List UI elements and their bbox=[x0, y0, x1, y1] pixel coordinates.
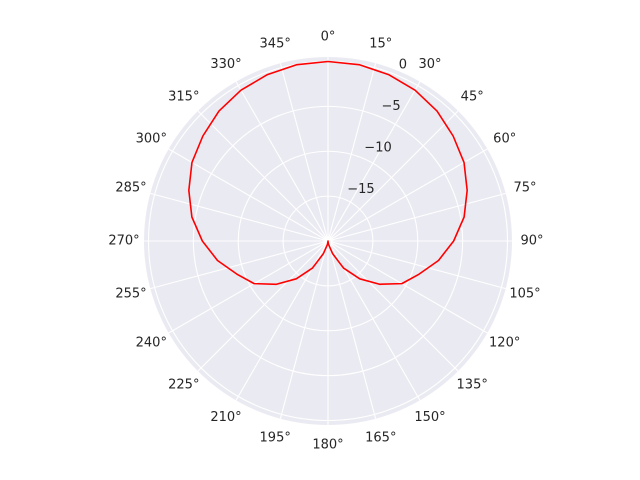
angle-tick-label: 240° bbox=[136, 336, 167, 351]
angle-tick-label: 0° bbox=[321, 30, 336, 45]
angle-tick-label: 225° bbox=[168, 378, 199, 393]
angle-tick-label: 345° bbox=[260, 37, 291, 52]
angle-tick-label: 60° bbox=[493, 132, 516, 147]
angle-tick-label: 30° bbox=[418, 57, 441, 72]
angle-tick-label: 45° bbox=[461, 89, 484, 104]
angle-tick-label: 105° bbox=[509, 286, 540, 301]
grid bbox=[144, 57, 512, 425]
angle-gridline bbox=[327, 110, 459, 242]
angle-tick-label: 270° bbox=[108, 234, 139, 249]
angle-gridline bbox=[327, 240, 459, 372]
angle-tick-labels: 0° 15° 30° 45° 60° 75° 90° 105° 120° 135° 150° 165°… bbox=[108, 30, 543, 453]
angle-tick-label: 195° bbox=[260, 431, 291, 446]
angle-tick-label: 135° bbox=[457, 378, 488, 393]
angle-gridline bbox=[327, 63, 377, 242]
angle-tick-label: 180° bbox=[312, 438, 343, 453]
radial-tick-label: −10 bbox=[364, 141, 391, 156]
radial-tick-label: −15 bbox=[347, 182, 374, 197]
angle-tick-label: 255° bbox=[115, 286, 146, 301]
angle-gridline bbox=[327, 148, 488, 242]
series-line bbox=[188, 60, 468, 286]
angle-tick-label: 150° bbox=[414, 410, 445, 425]
angle-gridline bbox=[279, 240, 329, 419]
angle-tick-label: 120° bbox=[489, 336, 520, 351]
angle-tick-label: 210° bbox=[210, 410, 241, 425]
radial-tick-label: 0 bbox=[399, 58, 407, 73]
angle-gridline bbox=[235, 81, 329, 242]
angle-gridline bbox=[327, 240, 506, 290]
angle-gridline bbox=[197, 240, 329, 372]
angle-tick-label: 315° bbox=[168, 89, 199, 104]
angle-gridline bbox=[168, 148, 329, 242]
angle-tick-label: 75° bbox=[513, 181, 536, 196]
angle-gridline bbox=[168, 240, 329, 334]
angle-gridline bbox=[150, 192, 329, 242]
angle-tick-label: 300° bbox=[136, 132, 167, 147]
angle-tick-label: 285° bbox=[115, 181, 146, 196]
angle-tick-label: 15° bbox=[369, 37, 392, 52]
series-layer bbox=[188, 60, 468, 286]
angle-gridline bbox=[327, 240, 488, 334]
angle-tick-label: 165° bbox=[365, 431, 396, 446]
angle-gridline bbox=[327, 81, 421, 242]
angle-gridline bbox=[150, 240, 329, 290]
angle-gridline bbox=[327, 240, 377, 419]
angle-gridline bbox=[279, 63, 329, 242]
radial-tick-label: −5 bbox=[382, 99, 401, 114]
angle-gridline bbox=[197, 110, 329, 242]
angle-tick-label: 90° bbox=[520, 234, 543, 249]
radial-tick-labels: −15 −10 −5 0 bbox=[347, 58, 407, 197]
angle-gridline bbox=[327, 192, 506, 242]
angle-tick-label: 330° bbox=[210, 57, 241, 72]
